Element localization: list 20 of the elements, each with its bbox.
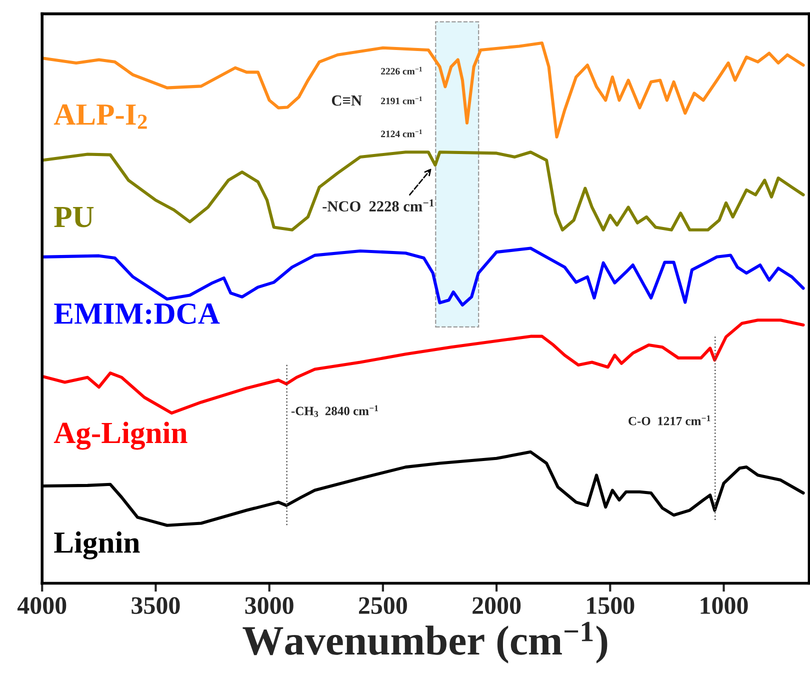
series-label: Ag-Lignin bbox=[54, 422, 188, 450]
annotation: 2191 cm$^{−1}$ bbox=[381, 96, 422, 104]
annotation: 2124 cm$^{−1}$ bbox=[381, 129, 422, 138]
series-label: ALP-I$_{2}$ bbox=[54, 104, 147, 129]
series-label: PU bbox=[54, 206, 94, 228]
x-tick-label: 3500 bbox=[132, 597, 180, 614]
series-label: Lignin bbox=[54, 531, 140, 560]
annotation: -NCO 2228 cm$^{−1}$ bbox=[322, 199, 434, 212]
x-tick-label: 1500 bbox=[587, 597, 634, 614]
x-tick-label: 2500 bbox=[358, 597, 407, 614]
annotation: C≡N bbox=[332, 95, 362, 106]
ref-line-label: C-O 1217 cm$^{−1}$ bbox=[628, 415, 710, 426]
annotation: 2226 cm$^{−1}$ bbox=[381, 66, 422, 75]
x-tick-label: 1000 bbox=[700, 597, 748, 614]
x-tick-label: 2000 bbox=[472, 597, 521, 614]
x-tick-label: 4000 bbox=[17, 597, 66, 614]
ref-line-label: -CH$_{3}$ 2840 cm$^{−1}$ bbox=[291, 405, 378, 417]
series-label: EMIM:DCA bbox=[54, 303, 220, 324]
x-tick-label: 3000 bbox=[245, 597, 294, 614]
x-axis-title: Wavenumber (cm$^{−1}$) bbox=[242, 622, 608, 664]
